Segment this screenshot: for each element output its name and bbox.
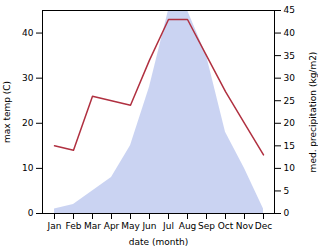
svg-text:med. precipitation (kg/m2): med. precipitation (kg/m2): [308, 52, 318, 173]
svg-text:25: 25: [284, 96, 295, 106]
svg-text:Feb: Feb: [66, 221, 82, 231]
svg-text:0: 0: [28, 208, 34, 218]
svg-text:30: 30: [22, 73, 34, 83]
svg-text:15: 15: [284, 141, 295, 151]
svg-text:Nov: Nov: [236, 221, 254, 231]
svg-text:10: 10: [284, 163, 296, 173]
svg-text:Jan: Jan: [47, 221, 62, 231]
svg-text:Jul: Jul: [162, 221, 174, 231]
svg-text:5: 5: [284, 186, 290, 196]
svg-text:max temp (C): max temp (C): [2, 81, 12, 143]
svg-text:Mar: Mar: [84, 221, 101, 231]
svg-text:10: 10: [22, 163, 34, 173]
svg-text:40: 40: [284, 28, 296, 38]
svg-text:Oct: Oct: [218, 221, 234, 231]
svg-text:Jun: Jun: [141, 221, 156, 231]
svg-text:Aug: Aug: [179, 221, 197, 231]
svg-text:20: 20: [22, 118, 34, 128]
svg-text:May: May: [121, 221, 140, 231]
svg-text:35: 35: [284, 50, 295, 60]
svg-text:40: 40: [22, 28, 34, 38]
svg-text:Sep: Sep: [198, 221, 215, 231]
svg-text:date (month): date (month): [129, 237, 188, 247]
svg-text:Dec: Dec: [255, 221, 272, 231]
svg-text:20: 20: [284, 118, 296, 128]
svg-text:30: 30: [284, 73, 296, 83]
svg-text:0: 0: [284, 208, 290, 218]
svg-text:Apr: Apr: [104, 221, 120, 231]
svg-text:45: 45: [284, 5, 295, 15]
